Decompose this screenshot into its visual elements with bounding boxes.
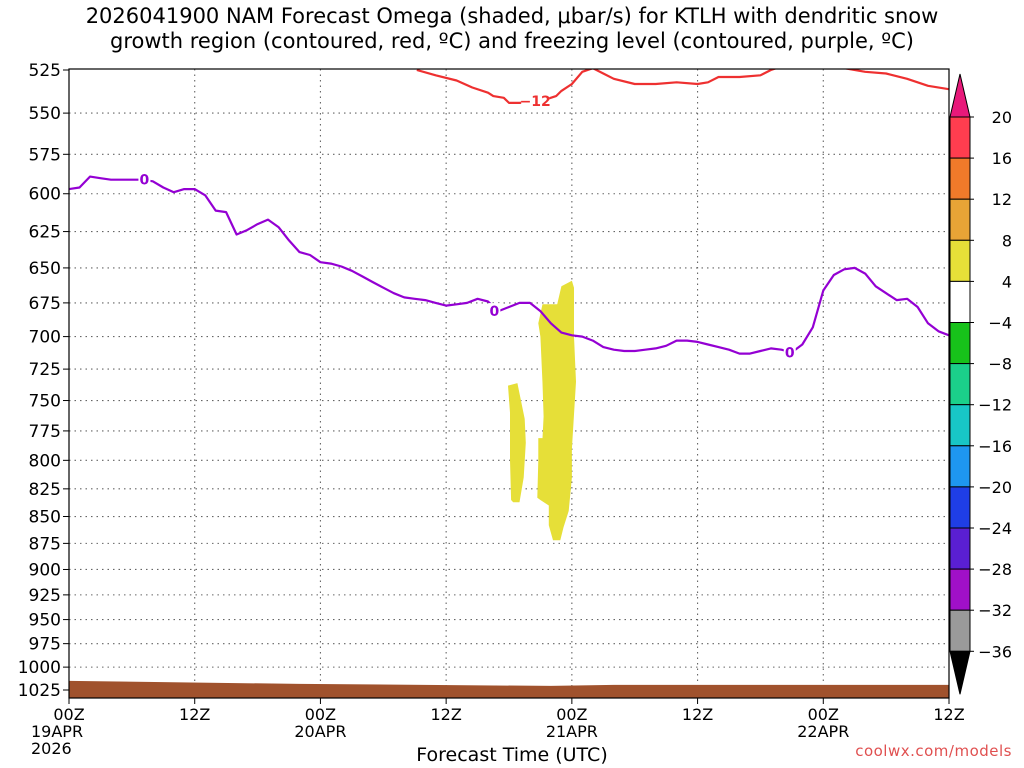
terrain xyxy=(69,680,949,698)
y-tick-label-525: 525 xyxy=(29,61,61,81)
y-tick-label-850: 850 xyxy=(29,508,61,528)
colorbar-swatch-10 xyxy=(949,527,971,570)
colorbar-swatch-11 xyxy=(949,568,971,611)
colorbar-swatch-9 xyxy=(949,486,971,529)
y-tick-label-825: 825 xyxy=(29,480,61,500)
contour-label-bg-0-1 xyxy=(488,303,501,320)
y-tick-label-900: 900 xyxy=(29,560,61,580)
y-tick-label-750: 750 xyxy=(29,392,61,412)
colorbar-label-13: −36 xyxy=(978,642,1012,661)
plot-frame xyxy=(68,68,950,699)
colorbar-label-12: −32 xyxy=(978,601,1012,620)
x-tick-label-3: 12Z xyxy=(430,705,461,724)
colorbar-label-3: 8 xyxy=(1002,231,1012,250)
y-tick-label-675: 675 xyxy=(29,294,61,314)
chart-title: 2026041900 NAM Forecast Omega (shaded, μ… xyxy=(0,4,1024,54)
x-tick-label-0: 00Z xyxy=(53,705,84,724)
colorbar-label-2: 12 xyxy=(992,190,1012,209)
colorbar-swatch-4 xyxy=(949,280,971,323)
y-tick-label-600: 600 xyxy=(29,185,61,205)
colorbar-swatch-2 xyxy=(949,198,971,241)
y-tick-label-950: 950 xyxy=(29,611,61,631)
contour-label-bg-0-2 xyxy=(783,344,796,361)
contour-label-bg-0-0 xyxy=(138,171,151,188)
contour-label-0-2: 0 xyxy=(785,345,795,361)
contour-line-1 xyxy=(416,69,949,104)
y-tick-label-550: 550 xyxy=(29,104,61,124)
x-year-label-0: 2026 xyxy=(31,739,72,758)
y-tick-label-1000: 1000 xyxy=(18,658,61,678)
title-line-1: 2026041900 NAM Forecast Omega (shaded, μ… xyxy=(85,4,939,28)
terrain-fill xyxy=(69,680,949,698)
x-date-label-4: 21APR xyxy=(546,722,598,741)
y-tick-label-775: 775 xyxy=(29,422,61,442)
contour-line-0 xyxy=(69,175,949,355)
colorbar-label-1: 16 xyxy=(992,149,1012,168)
contour-label-0-1: 0 xyxy=(489,304,499,320)
y-tick-label-975: 975 xyxy=(29,635,61,655)
colorbar-top-arrow xyxy=(949,73,971,118)
colorbar: 20 16 12 8 4 −4 −8 −12 −16 −20 −24 −28 −32 −36 xyxy=(949,73,1012,695)
omega-region-1 xyxy=(508,383,526,503)
colorbar-label-4: 4 xyxy=(1002,272,1012,291)
x-tick-label-2: 00Z xyxy=(305,705,336,724)
y-tick-label-700: 700 xyxy=(29,328,61,348)
x-date-label-0: 19APR xyxy=(31,722,83,741)
y-tick-label-575: 575 xyxy=(29,145,61,165)
colorbar-swatch-8 xyxy=(949,445,971,488)
x-tick-label-6: 00Z xyxy=(808,705,839,724)
x-tick-label-1: 12Z xyxy=(179,705,210,724)
colorbar-label-9: −20 xyxy=(978,478,1012,497)
colorbar-label-8: −16 xyxy=(978,437,1012,456)
y-tick-label-725: 725 xyxy=(29,360,61,380)
contour-label-1-0: −12 xyxy=(520,94,551,110)
y-tick-label-875: 875 xyxy=(29,534,61,554)
y-tick-label-1025: 1025 xyxy=(18,681,61,701)
omega-region-0 xyxy=(537,280,576,541)
contours: 0 0 0 −12 xyxy=(69,69,949,361)
x-date-label-6: 22APR xyxy=(797,722,849,741)
colorbar-label-7: −12 xyxy=(978,396,1012,415)
colorbar-label-11: −28 xyxy=(978,560,1012,579)
colorbar-swatch-5 xyxy=(949,322,971,365)
colorbar-swatch-7 xyxy=(949,404,971,447)
colorbar-label-6: −8 xyxy=(988,355,1012,374)
credit-text: coolwx.com/models xyxy=(855,742,1012,760)
grid-lines xyxy=(69,69,949,698)
y-axis: 525 550 575 600 625 650 675 700 725 750 775 800 825 8… xyxy=(18,61,69,701)
x-tick-label-5: 12Z xyxy=(682,705,713,724)
x-tick-label-7: 12Z xyxy=(933,705,964,724)
y-tick-label-625: 625 xyxy=(29,223,61,243)
colorbar-label-0: 20 xyxy=(992,108,1012,127)
colorbar-label-5: −4 xyxy=(988,314,1012,333)
x-axis-title: Forecast Time (UTC) xyxy=(416,744,608,766)
contour-label-bg-1-0 xyxy=(521,93,550,110)
y-tick-label-800: 800 xyxy=(29,451,61,471)
colorbar-label-10: −24 xyxy=(978,519,1012,538)
colorbar-bottom-arrow xyxy=(949,650,971,695)
y-tick-label-925: 925 xyxy=(29,586,61,606)
x-date-label-2: 20APR xyxy=(294,722,346,741)
colorbar-swatch-6 xyxy=(949,363,971,406)
colorbar-swatch-1 xyxy=(949,157,971,200)
y-tick-label-650: 650 xyxy=(29,259,61,279)
omega-shading xyxy=(508,280,576,541)
colorbar-swatch-0 xyxy=(949,116,971,159)
colorbar-swatch-12 xyxy=(949,609,971,652)
colorbar-swatch-3 xyxy=(949,239,971,282)
title-line-2: growth region (contoured, red, ºC) and f… xyxy=(110,29,914,53)
x-tick-label-4: 00Z xyxy=(556,705,587,724)
contour-label-0-0: 0 xyxy=(140,173,150,189)
